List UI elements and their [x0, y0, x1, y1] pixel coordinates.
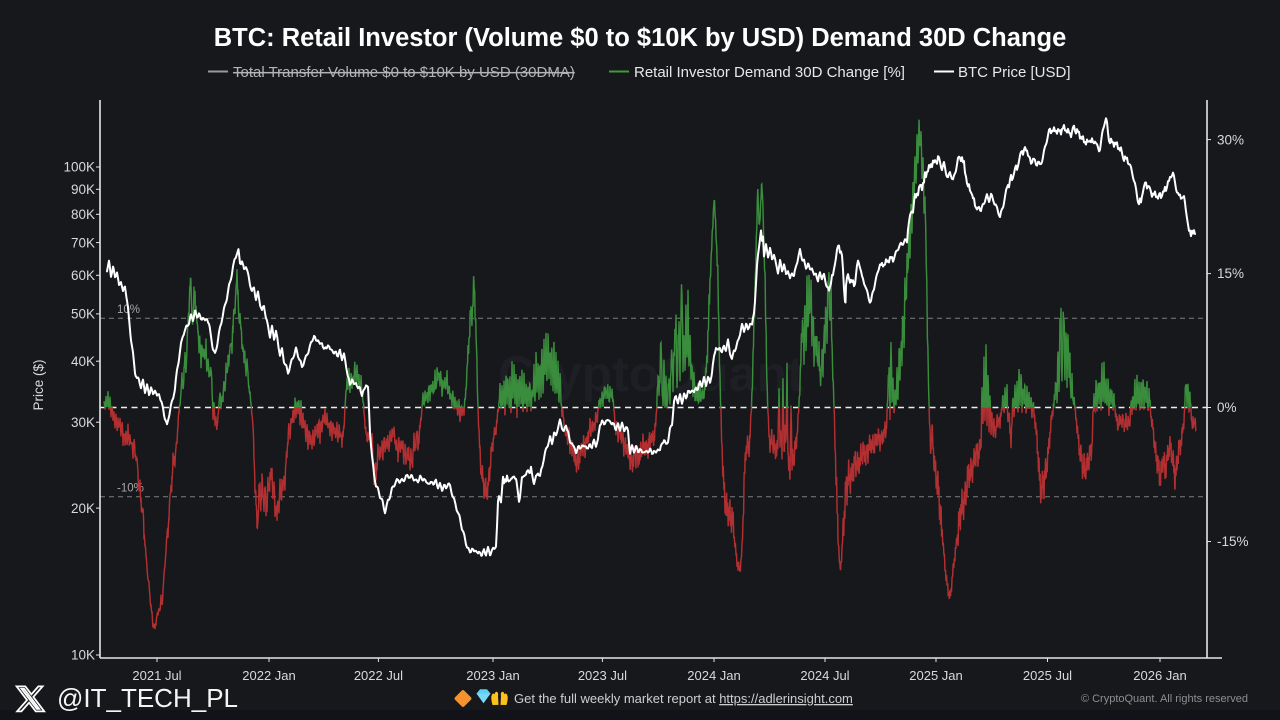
svg-text:2022 Jul: 2022 Jul	[354, 668, 403, 683]
svg-text:50K: 50K	[71, 307, 95, 322]
svg-text:2023 Jul: 2023 Jul	[578, 668, 627, 683]
svg-text:@IT_TECH_PL: @IT_TECH_PL	[57, 683, 238, 713]
svg-text:© CryptoQuant. All rights rese: © CryptoQuant. All rights reserved	[1081, 693, 1248, 705]
svg-text:BTC: Retail Investor (Volume $: BTC: Retail Investor (Volume $0 to $10K …	[214, 24, 1067, 52]
svg-text:2025 Jan: 2025 Jan	[909, 668, 963, 683]
svg-text:30%: 30%	[1217, 132, 1244, 147]
svg-text:90K: 90K	[71, 182, 95, 197]
svg-text:100K: 100K	[63, 160, 95, 175]
svg-text:70K: 70K	[71, 235, 95, 250]
svg-text:10K: 10K	[71, 648, 95, 663]
svg-text:15%: 15%	[1217, 266, 1244, 281]
svg-text:0%: 0%	[1217, 400, 1237, 415]
svg-text:2024 Jul: 2024 Jul	[800, 668, 849, 683]
svg-text:2023 Jan: 2023 Jan	[466, 668, 520, 683]
svg-text:Price ($): Price ($)	[31, 359, 46, 410]
svg-text:30K: 30K	[71, 415, 95, 430]
svg-text:2025 Jul: 2025 Jul	[1023, 668, 1072, 683]
svg-text:-10%: -10%	[117, 483, 144, 495]
svg-text:BTC Price [USD]: BTC Price [USD]	[958, 64, 1071, 81]
svg-text:20K: 20K	[71, 501, 95, 516]
svg-text:2021 Jul: 2021 Jul	[132, 668, 181, 683]
svg-text:-15%: -15%	[1217, 534, 1249, 549]
svg-text:Total Transfer Volume $0 to $1: Total Transfer Volume $0 to $10K by USD …	[233, 64, 575, 81]
svg-text:Get the full weekly market rep: Get the full weekly market report at htt…	[514, 691, 853, 706]
svg-text:2022 Jan: 2022 Jan	[242, 668, 296, 683]
svg-text:80K: 80K	[71, 207, 95, 222]
svg-text:2024 Jan: 2024 Jan	[687, 668, 741, 683]
svg-text:40K: 40K	[71, 354, 95, 369]
svg-text:60K: 60K	[71, 268, 95, 283]
svg-text:Retail Investor Demand 30D Cha: Retail Investor Demand 30D Change [%]	[634, 64, 905, 81]
svg-text:2026 Jan: 2026 Jan	[1133, 668, 1187, 683]
